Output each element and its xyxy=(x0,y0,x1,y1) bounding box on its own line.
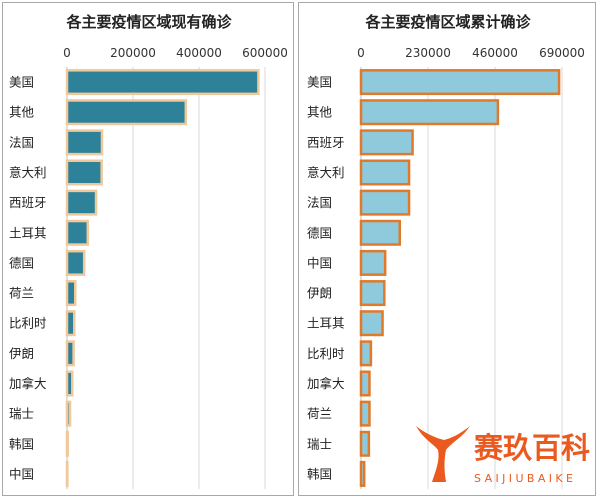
bar xyxy=(359,69,561,96)
x-tick-label: 460000 xyxy=(472,46,518,60)
bar xyxy=(65,430,69,457)
category-label: 西班牙 xyxy=(9,195,47,210)
bar xyxy=(65,400,72,427)
category-label: 美国 xyxy=(307,75,332,90)
x-tick-label: 690000 xyxy=(539,46,585,60)
watermark-brand-en: SAIJIUBAIKE xyxy=(474,472,576,485)
current-confirmed-chart: 各主要疫情区域现有确诊 0 200000 400000 600000 美国其他法国意大利西… xyxy=(9,13,288,489)
category-label: 韩国 xyxy=(9,436,34,451)
bar xyxy=(359,430,371,457)
category-label: 德国 xyxy=(307,225,332,240)
x-tick-label: 400000 xyxy=(176,46,222,60)
category-label: 中国 xyxy=(9,466,34,481)
bar xyxy=(65,129,104,156)
bar xyxy=(359,129,414,156)
chart-title: 各主要疫情区域累计确诊 xyxy=(364,13,531,31)
bar xyxy=(359,460,366,487)
chart-panel-current-confirmed: 各主要疫情区域现有确诊 0 200000 400000 600000 美国其他法国意大利西… xyxy=(2,2,294,496)
category-label: 德国 xyxy=(9,255,34,270)
x-tick-label: 230000 xyxy=(405,46,451,60)
bar xyxy=(359,189,411,216)
category-label: 比利时 xyxy=(307,346,345,361)
bar xyxy=(65,159,103,186)
category-label: 伊朗 xyxy=(9,346,34,361)
category-label: 美国 xyxy=(9,75,34,90)
bar xyxy=(65,99,188,126)
watermark-brand-cn: 赛玖百科 xyxy=(473,431,590,465)
bar xyxy=(359,99,500,126)
bar xyxy=(359,400,371,427)
bar xyxy=(65,280,77,307)
category-label: 意大利 xyxy=(307,165,345,180)
category-label: 其他 xyxy=(9,105,35,120)
category-label: 法国 xyxy=(9,135,34,150)
category-label: 瑞士 xyxy=(307,436,332,451)
category-label: 伊朗 xyxy=(307,286,332,301)
category-label: 加拿大 xyxy=(307,376,345,391)
bar xyxy=(359,340,373,367)
category-label: 西班牙 xyxy=(307,135,345,150)
category-label: 比利时 xyxy=(9,316,47,331)
bar xyxy=(65,69,260,96)
bar xyxy=(65,310,76,337)
bar xyxy=(65,189,98,216)
category-label: 荷兰 xyxy=(9,286,34,301)
bar xyxy=(65,249,86,276)
category-label: 土耳其 xyxy=(307,316,345,331)
category-label: 中国 xyxy=(307,255,332,270)
category-label: 加拿大 xyxy=(9,376,47,391)
x-tick-label: 200000 xyxy=(110,46,156,60)
whale-tail-icon xyxy=(416,426,470,482)
watermark-logo: 赛玖百科 SAIJIUBAIKE xyxy=(416,426,590,485)
category-label: 其他 xyxy=(307,105,333,120)
bar xyxy=(359,280,386,307)
category-label: 法国 xyxy=(307,195,332,210)
category-label: 瑞士 xyxy=(9,406,34,421)
bar xyxy=(359,370,371,397)
x-tick-label: 600000 xyxy=(242,46,288,60)
chart-panel-cumulative-confirmed: 各主要疫情区域累计确诊 0 230000 460000 690000 美国其他西班牙意大利… xyxy=(298,2,596,496)
bar xyxy=(359,310,384,337)
category-label: 荷兰 xyxy=(307,406,332,421)
bar xyxy=(65,370,74,397)
chart-title: 各主要疫情区域现有确诊 xyxy=(65,13,232,31)
category-label: 韩国 xyxy=(307,466,332,481)
x-tick-label: 0 xyxy=(63,46,71,60)
bar xyxy=(65,340,75,367)
category-label: 土耳其 xyxy=(9,225,47,240)
cumulative-confirmed-chart: 各主要疫情区域累计确诊 0 230000 460000 690000 美国其他西班牙意大利… xyxy=(307,13,585,489)
x-tick-label: 0 xyxy=(357,46,365,60)
bar xyxy=(65,219,90,246)
bar xyxy=(359,219,401,246)
bar xyxy=(359,159,411,186)
category-label: 意大利 xyxy=(9,165,47,180)
bar xyxy=(359,249,387,276)
